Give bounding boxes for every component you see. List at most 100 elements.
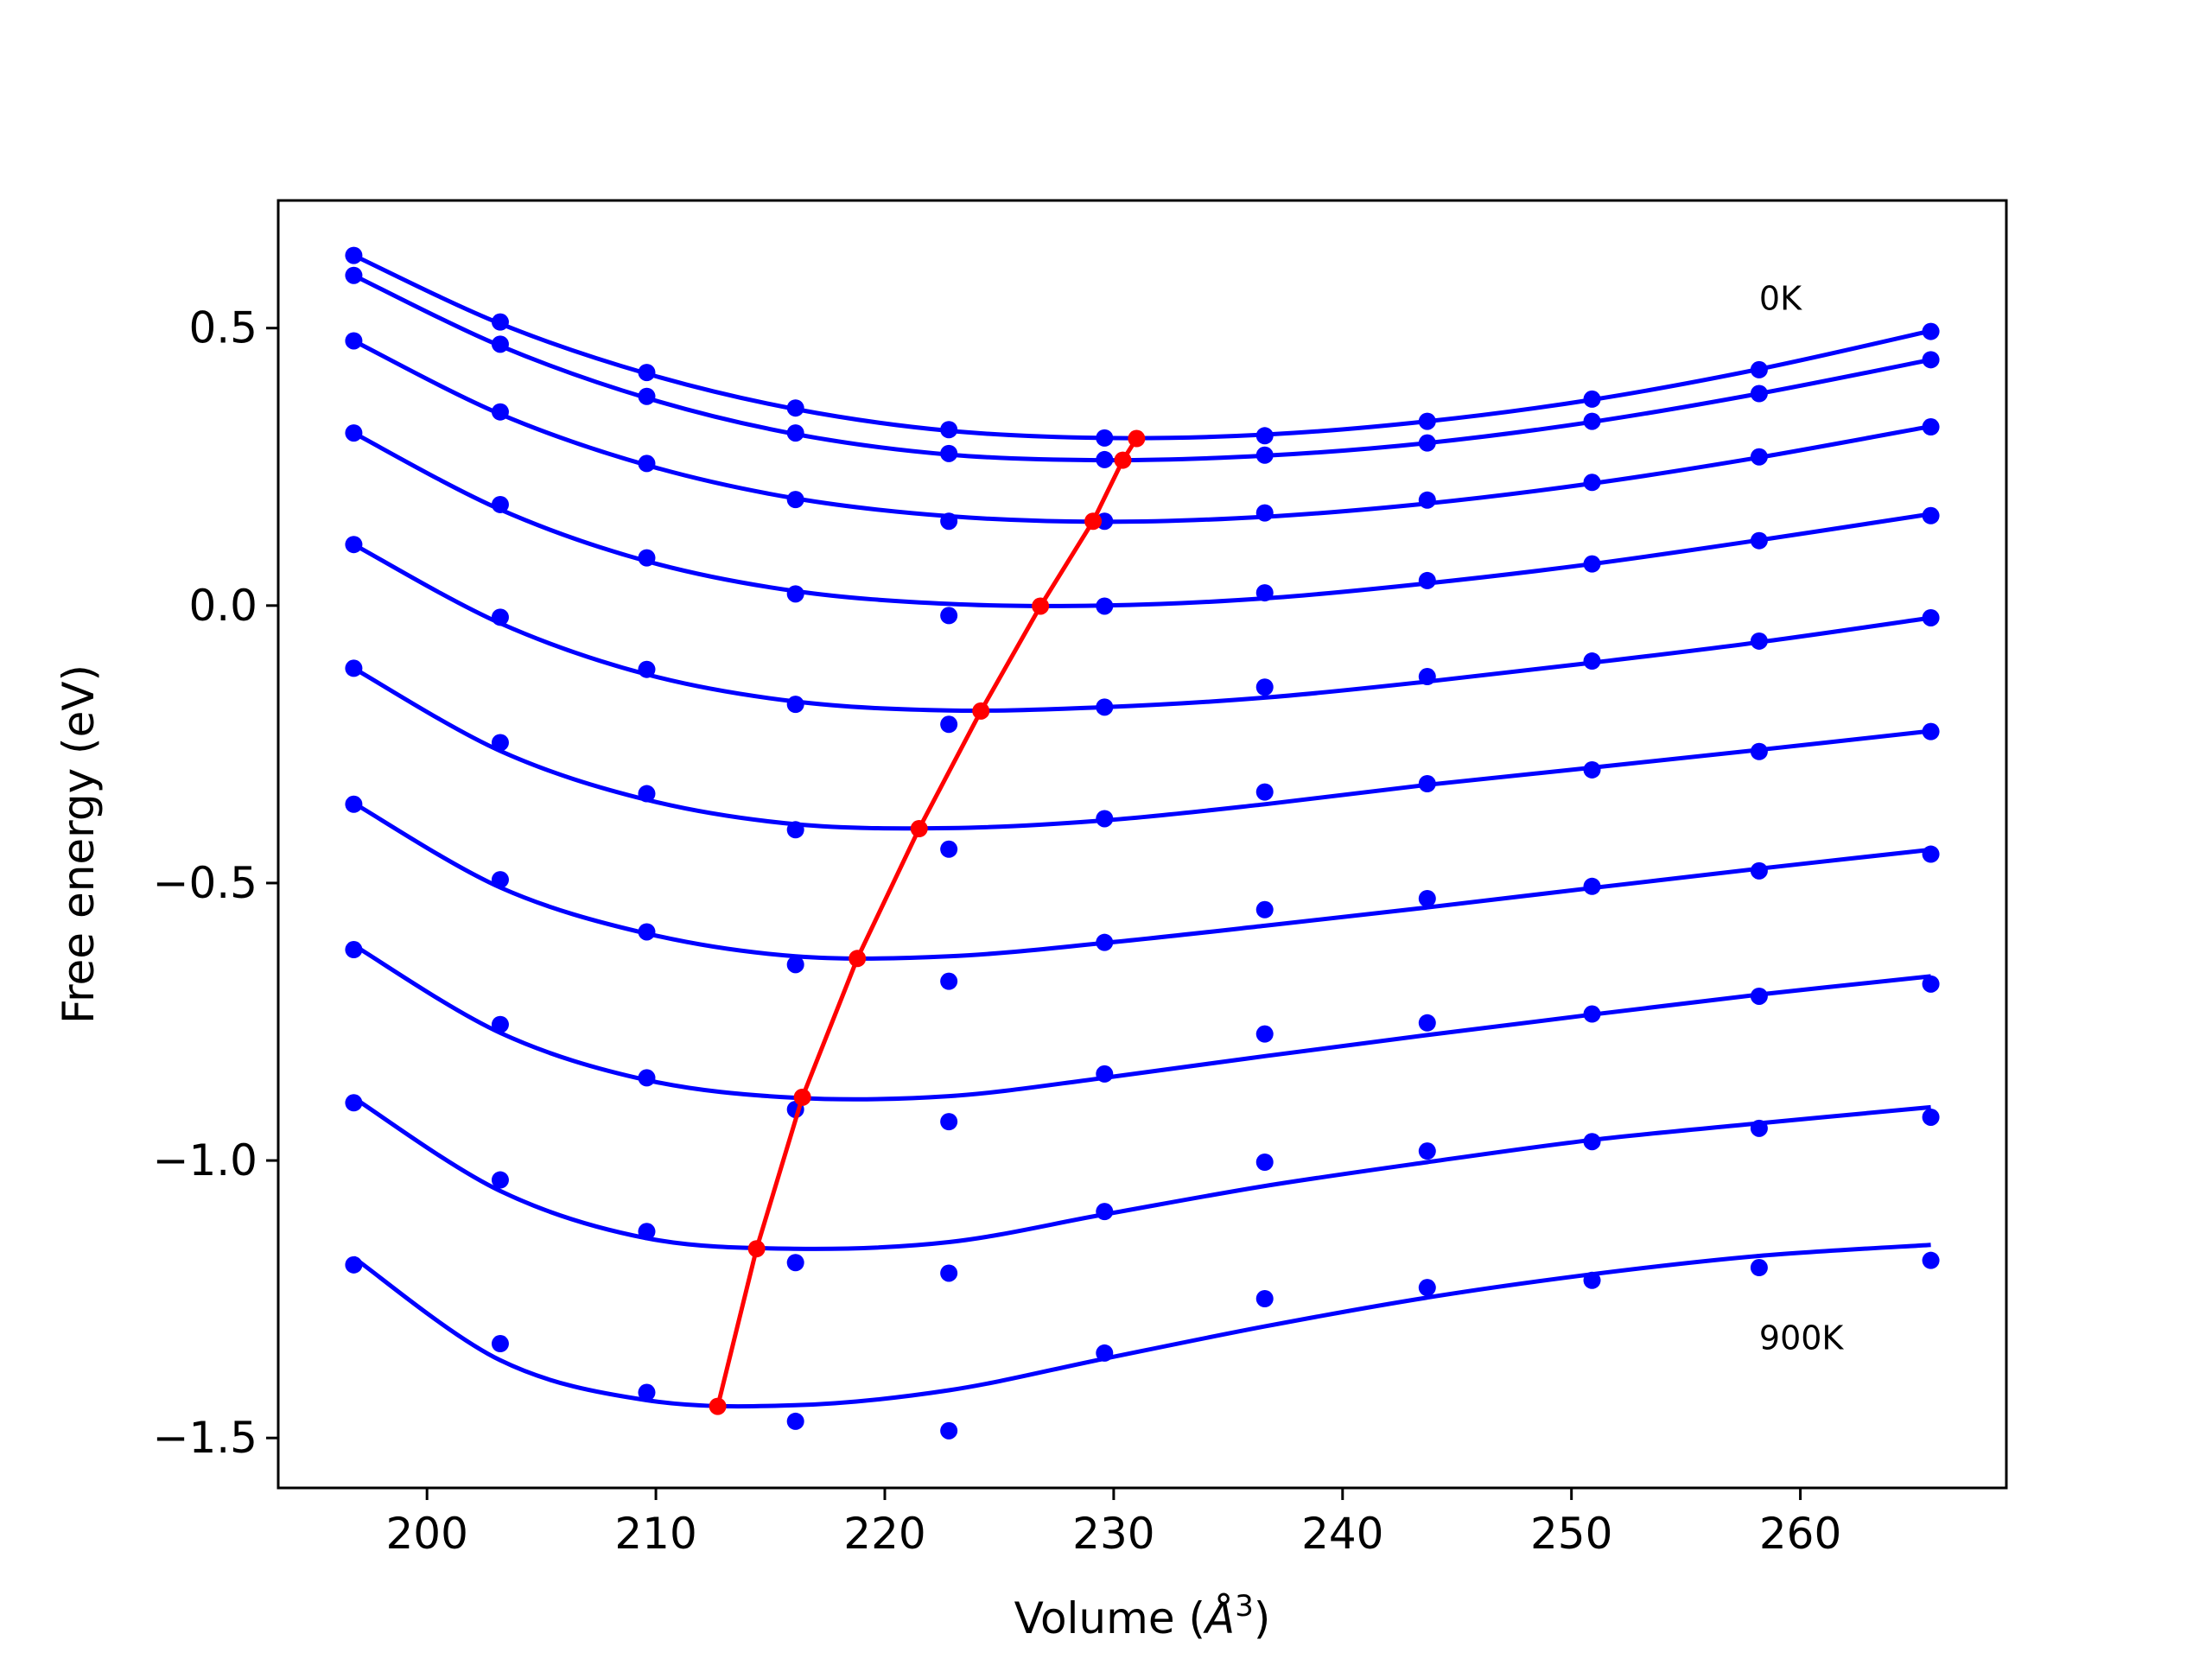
data-point [1750,987,1768,1005]
series-5 [345,536,1940,734]
data-point [786,491,804,509]
y-tick-label: −0.5 [153,858,257,908]
data-point [345,659,363,677]
temperature-annotation: 900K [1759,1319,1845,1357]
minimum-point [747,1240,766,1258]
data-point [786,1412,804,1430]
data-point [1096,1065,1114,1083]
minimum-point [1084,512,1103,531]
data-point [940,421,958,439]
data-point [638,387,656,405]
data-point [1922,1108,1940,1126]
data-point [1418,1279,1436,1297]
data-point [491,1335,509,1353]
data-point [940,1421,958,1440]
data-point [1922,418,1940,436]
data-point [940,444,958,462]
data-point [1255,504,1274,522]
x-tick-label: 260 [1759,1509,1841,1559]
data-point [1750,531,1768,550]
data-point [1255,446,1274,464]
data-point [1922,845,1940,863]
data-point [1255,584,1274,602]
data-point [491,608,509,626]
y-tick-label: 0.5 [188,303,257,353]
data-point [940,1264,958,1282]
data-point [940,607,958,625]
series-10 [345,1243,1940,1440]
data-point [345,332,363,350]
data-point [1750,742,1768,760]
data-point [1418,434,1436,452]
data-point [1418,1014,1436,1032]
data-point [491,495,509,513]
data-point [786,956,804,974]
data-point [940,512,958,531]
data-point [1418,668,1436,686]
data-point [786,585,804,603]
data-point [1922,506,1940,524]
data-point [1583,390,1601,408]
series-layer [345,246,1940,1440]
y-tick-label: 0.0 [188,581,257,631]
data-point [786,424,804,442]
data-point [1750,448,1768,466]
data-point [1922,1251,1940,1269]
data-point [1418,571,1436,589]
series-3 [345,332,1940,531]
data-point [1922,975,1940,993]
data-point [1096,1344,1114,1362]
data-point [1583,474,1601,492]
data-point [1255,678,1274,696]
minimum-point [1032,597,1050,615]
data-point [1096,933,1114,951]
data-point [1255,427,1274,445]
data-point [638,1383,656,1402]
data-point [1418,774,1436,792]
data-point [1583,760,1601,779]
data-point [345,246,363,264]
data-point [491,313,509,331]
data-point [638,364,656,382]
x-axis-label-symbol: Å [1203,1593,1235,1643]
data-point [1583,1133,1601,1151]
data-point [345,424,363,442]
data-point [345,941,363,959]
plot-frame [276,199,2008,1490]
x-tick-label: 220 [843,1509,925,1559]
data-point [638,1069,656,1087]
x-axis-ticks: 200 210 220 230 240 250 260 [385,1488,1841,1559]
data-point [1255,1025,1274,1043]
data-point [638,785,656,803]
data-point [1750,360,1768,378]
minima-line [715,437,1139,1408]
minimum-point [849,950,867,968]
y-axis-ticks: 0.5 0.0 −0.5 −1.0 −1.5 [153,303,278,1463]
x-tick-label: 200 [385,1509,467,1559]
data-point [491,734,509,752]
data-point [345,1255,363,1274]
data-point [491,335,509,353]
series-6 [345,659,1940,858]
data-point [345,536,363,554]
data-point [786,399,804,417]
data-point [1096,597,1114,615]
data-point [1255,1154,1274,1172]
data-point [1750,1119,1768,1137]
data-point [491,1015,509,1033]
data-point [1418,412,1436,430]
data-point [786,1254,804,1272]
data-point [638,660,656,678]
minimum-point [972,702,990,720]
data-point [1922,608,1940,626]
minima-layer [709,429,1146,1415]
data-point [638,923,656,941]
y-axis-label: Free energy (eV) [54,664,104,1024]
series-7 [345,795,1940,990]
minimum-point [1128,429,1146,448]
data-point [1583,877,1601,895]
data-point [1255,783,1274,801]
data-point [1096,429,1114,447]
data-point [491,871,509,889]
data-point [940,972,958,990]
